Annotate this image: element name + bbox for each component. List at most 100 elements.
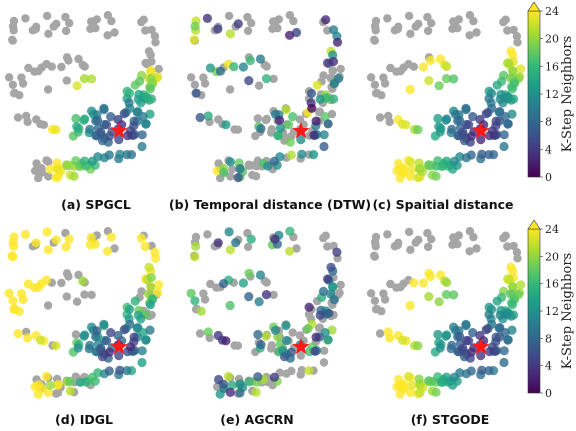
node-neighbor (507, 84, 517, 94)
node-unreached (469, 16, 478, 26)
node-unreached (371, 16, 381, 26)
node-unreached (371, 232, 381, 242)
node-neighbor (503, 119, 513, 129)
node-neighbor (310, 346, 320, 356)
node-neighbor (398, 163, 409, 173)
node-neighbor (503, 335, 513, 345)
node-unreached (472, 28, 481, 37)
target-node-star (110, 122, 128, 139)
node-unreached (503, 242, 512, 251)
node-neighbor (51, 341, 61, 351)
node-unreached (465, 31, 474, 40)
node-neighbor (195, 112, 205, 123)
node-neighbor (329, 25, 339, 35)
node-neighbor (454, 115, 465, 125)
node-neighbor (104, 347, 114, 357)
node-neighbor (434, 297, 444, 307)
node-unreached (44, 172, 53, 181)
node-neighbor (291, 27, 302, 38)
node-neighbor (130, 296, 140, 306)
node-unreached (267, 125, 276, 134)
node-neighbor (196, 306, 206, 316)
caption-b: (b) Temporal distance (DTW) (169, 197, 371, 212)
node-neighbor (87, 74, 97, 84)
node-neighbor (405, 171, 415, 181)
node-neighbor (434, 81, 444, 91)
node-neighbor (154, 280, 164, 290)
node-neighbor (296, 135, 306, 145)
colorbar-bottom-extend-arrow (527, 219, 541, 230)
node-neighbor (202, 13, 212, 23)
node-neighbor (320, 112, 330, 122)
node-neighbor (45, 380, 55, 390)
node-unreached (336, 280, 345, 290)
node-neighbor (244, 377, 254, 387)
colorbar-tick-label: 4 (545, 143, 552, 156)
node-neighbor (405, 84, 415, 95)
node-neighbor (328, 57, 338, 67)
node-neighbor (466, 150, 476, 160)
node-neighbor (449, 74, 459, 84)
node-unreached (375, 113, 385, 122)
node-unreached (393, 240, 402, 250)
node-neighbor (508, 66, 518, 76)
node-unreached (72, 297, 82, 306)
node-neighbor (329, 94, 339, 104)
node-neighbor (65, 376, 75, 386)
node-neighbor (507, 300, 517, 310)
colorbar-tick-label: 24 (545, 5, 559, 18)
node-unreached (8, 80, 18, 90)
node-neighbor (114, 135, 124, 145)
node-neighbor (115, 365, 125, 375)
node-neighbor (189, 35, 199, 45)
node-neighbor (425, 55, 435, 66)
node-unreached (43, 301, 53, 310)
node-neighbor (141, 335, 151, 345)
node-unreached (80, 290, 89, 299)
node-neighbor (516, 64, 526, 74)
node-unreached (453, 24, 462, 33)
target-node-star (110, 338, 128, 355)
node-neighbor (297, 149, 307, 159)
node-neighbor (499, 130, 509, 140)
node-neighbor (51, 125, 61, 135)
node-neighbor (144, 262, 154, 272)
node-unreached (379, 289, 388, 298)
node-neighbor (468, 328, 478, 338)
panel-e (186, 226, 345, 399)
colorbar-tick-label: 12 (545, 305, 559, 318)
node-unreached (406, 245, 415, 254)
node-neighbor (37, 384, 47, 394)
node-unreached (191, 232, 201, 242)
node-neighbor (256, 340, 266, 350)
node-neighbor (90, 376, 100, 386)
node-neighbor (281, 105, 291, 115)
node-neighbor (235, 379, 245, 389)
node-neighbor (481, 109, 491, 119)
node-unreached (453, 240, 462, 249)
node-neighbor (256, 124, 266, 134)
node-unreached (110, 28, 119, 37)
colorbar-tick-label: 8 (545, 332, 552, 345)
node-neighbor (73, 343, 83, 353)
node-neighbor (433, 113, 443, 124)
node-unreached (62, 292, 71, 301)
node-neighbor (253, 329, 263, 340)
node-neighbor (42, 227, 52, 237)
node-unreached (43, 85, 53, 94)
node-unreached (87, 290, 96, 300)
node-neighbor (442, 277, 452, 288)
node-neighbor (269, 372, 279, 382)
node-neighbor (323, 335, 333, 345)
node-neighbor (476, 135, 486, 145)
node-neighbor (494, 323, 504, 333)
node-unreached (52, 19, 61, 28)
node-neighbor (464, 120, 474, 130)
node-neighbor (436, 124, 446, 134)
node-unreached (91, 24, 100, 33)
node-neighbor (213, 330, 223, 341)
node-neighbor (433, 329, 443, 340)
node-neighbor (14, 306, 24, 316)
node-unreached (233, 341, 243, 350)
